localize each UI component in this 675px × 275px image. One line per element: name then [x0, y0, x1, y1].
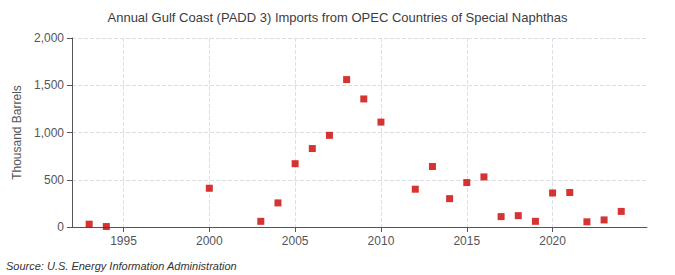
svg-text:1995: 1995: [110, 234, 137, 248]
svg-text:2020: 2020: [539, 234, 566, 248]
svg-text:1,000: 1,000: [34, 126, 64, 140]
svg-text:0: 0: [57, 220, 64, 234]
svg-text:Thousand Barrels: Thousand Barrels: [10, 85, 24, 180]
svg-text:2010: 2010: [368, 234, 395, 248]
svg-text:Annual Gulf Coast (PADD 3) Imp: Annual Gulf Coast (PADD 3) Imports from …: [107, 10, 568, 25]
svg-text:2015: 2015: [453, 234, 480, 248]
svg-text:2005: 2005: [282, 234, 309, 248]
svg-text:2,000: 2,000: [34, 31, 64, 45]
svg-text:Source: U.S. Energy Informatio: Source: U.S. Energy Information Administ…: [6, 260, 237, 272]
svg-text:2000: 2000: [196, 234, 223, 248]
svg-text:500: 500: [44, 173, 64, 187]
svg-text:1,500: 1,500: [34, 78, 64, 92]
